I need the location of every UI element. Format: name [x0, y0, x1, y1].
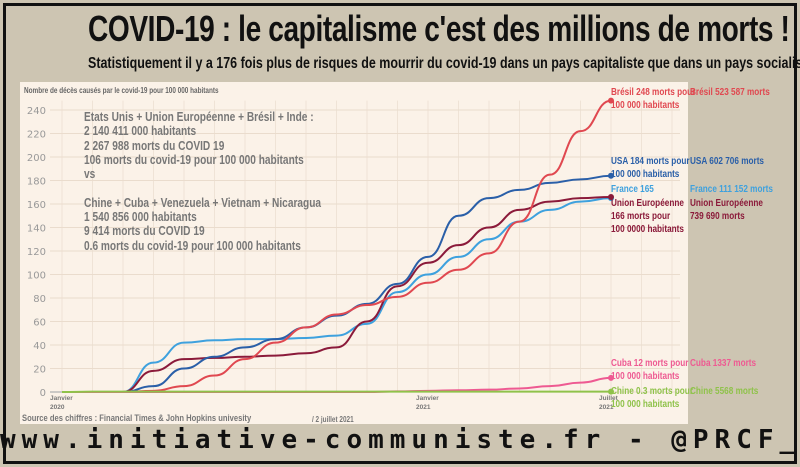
label-line: 100 0000 habitants	[611, 224, 684, 235]
y-tick-label: 120	[27, 247, 46, 258]
label-line: Union Européenne	[690, 198, 763, 209]
x-tick-label: 2020	[50, 404, 65, 411]
label-line: Chine 5568 morts	[690, 386, 759, 397]
label-line: 100 000 habitants	[611, 169, 680, 180]
series-label: USA 184 morts pour 100 000 habitants	[611, 155, 690, 181]
outer-frame	[3, 3, 797, 464]
x-tick-label: 2021	[599, 404, 614, 411]
note-line: 2 267 988 morts du COVID 19	[84, 137, 225, 153]
note-line	[84, 181, 321, 195]
website-url[interactable]: www.initiative-communiste.fr - @PRCF_	[0, 425, 800, 455]
series-label: Cuba 12 morts pour 100 000 habitants	[611, 357, 688, 383]
series-label: Union Européenne 166 morts pour 100 0000 h…	[611, 197, 684, 236]
series-label: Chine 0.3 morts pour 100 000 habitants	[611, 385, 693, 411]
y-tick-label: 80	[33, 294, 46, 305]
note-line: vs	[84, 166, 96, 182]
series-total: France 111 152 morts	[690, 183, 773, 196]
series-total: USA 602 706 morts	[690, 155, 764, 168]
y-tick-label: 160	[27, 200, 46, 211]
x-tick-label: Janvier	[50, 395, 73, 402]
series-endpoint	[608, 388, 614, 395]
label-line: 100 000 habitants	[611, 100, 680, 111]
series-line-union-européenne	[62, 195, 612, 393]
y-tick-label: 20	[33, 365, 46, 376]
label-line: 166 morts pour	[611, 211, 671, 222]
y-tick-label: 220	[27, 130, 46, 141]
page-title: COVID-19 : le capitalisme c'est des mill…	[88, 8, 790, 49]
chart-title: Nombre de décès causés par le covid-19 p…	[24, 86, 219, 95]
y-tick-label: 0	[40, 388, 46, 399]
series-total: Brésil 523 587 morts	[690, 86, 770, 99]
label-line: 100 000 habitants	[611, 371, 680, 382]
y-tick-label: 240	[27, 106, 46, 117]
note-line: 0.6 morts du covid-19 pour 100 000 habit…	[84, 237, 301, 253]
label-line: 739 690 morts	[690, 211, 745, 222]
label-line: Union Européenne	[611, 198, 684, 209]
label-line: Cuba 12 morts pour	[611, 358, 689, 369]
note-line: 1 540 856 000 habitants	[84, 209, 197, 225]
label-line: Chine 0.3 morts pour	[611, 386, 694, 397]
label-line: Brésil 248 morts pour	[611, 87, 696, 98]
series-total: Union Européenne 739 690 morts	[690, 197, 763, 223]
y-tick-label: 180	[27, 177, 46, 188]
label-line: USA 602 706 morts	[690, 156, 764, 167]
chart-panel	[20, 82, 688, 424]
y-tick-label: 200	[27, 153, 46, 164]
series-label: Brésil 248 morts pour 100 000 habitants	[611, 86, 695, 112]
date-text: / 2 juillet 2021	[312, 415, 354, 424]
x-tick-label: Juillet	[599, 395, 619, 402]
y-tick-label: 140	[27, 224, 46, 235]
page-subtitle: Statistiquement il y a 176 fois plus de …	[88, 55, 800, 72]
series-endpoint	[608, 172, 614, 179]
series-endpoint	[608, 374, 614, 381]
series-label: France 165	[611, 183, 654, 196]
y-tick-label: 40	[33, 341, 46, 352]
series-endpoint	[608, 193, 614, 200]
label-line: France 165	[611, 184, 654, 195]
label-line: 100 000 habitants	[611, 399, 680, 410]
comparison-note: Etats Unis + Union Européenne + Brésil +…	[84, 109, 322, 253]
label-line: Cuba 1337 morts	[690, 358, 757, 369]
note-line: 9 414 morts du COVID 19	[84, 223, 205, 239]
series-endpoint	[608, 97, 614, 104]
series-line-usa	[62, 174, 612, 393]
x-tick-label: 2021	[416, 404, 431, 411]
label-line: Brésil 523 587 morts	[690, 87, 770, 98]
note-line: Etats Unis + Union Européenne + Brésil +…	[84, 109, 314, 124]
note-line: 2 140 411 000 habitants	[84, 123, 197, 139]
y-tick-label: 60	[33, 318, 46, 329]
note-line: Chine + Cuba + Venezuela + Vietnam + Nic…	[84, 194, 322, 210]
label-line: France 111 152 morts	[690, 184, 773, 195]
label-line: USA 184 morts pour	[611, 156, 690, 167]
x-tick-label: Janvier	[416, 395, 439, 402]
series-total: Chine 5568 morts	[690, 385, 758, 398]
note-line: 106 morts du covid-19 pour 100 000 habit…	[84, 151, 304, 167]
source-text: Source des chiffres : Financial Times & …	[22, 413, 252, 424]
series-total: Cuba 1337 morts	[690, 357, 756, 370]
y-tick-label: 100	[27, 271, 46, 282]
